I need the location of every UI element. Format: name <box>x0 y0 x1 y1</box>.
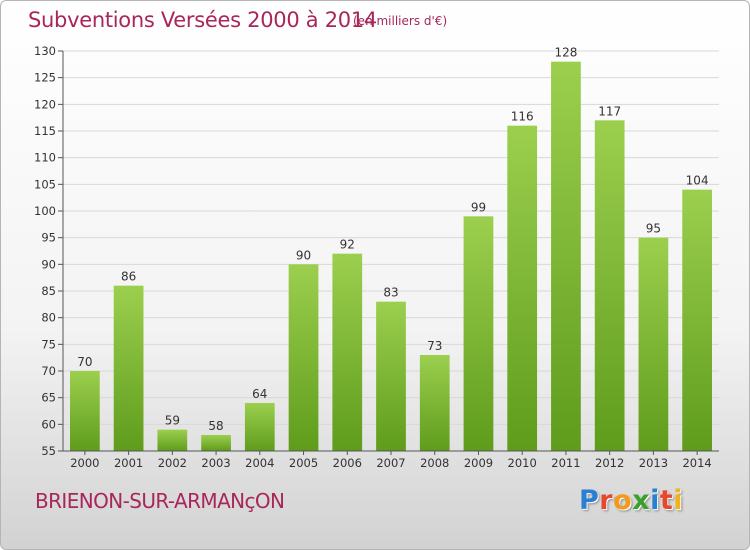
bars <box>69 61 713 452</box>
data-label-2013: 95 <box>646 222 661 236</box>
data-label-2009: 99 <box>471 200 486 214</box>
x-tick-label-2005: 2005 <box>289 456 318 470</box>
y-tick-label: 95 <box>41 231 56 245</box>
logo-letter: o <box>613 485 633 516</box>
x-tick-label-2001: 2001 <box>114 456 143 470</box>
logo-letter: t <box>659 485 674 516</box>
data-label-2003: 58 <box>208 419 223 433</box>
data-label-2008: 73 <box>427 339 442 353</box>
proxiti-logo: Proxiti <box>579 485 683 516</box>
x-tick-label-2009: 2009 <box>464 456 493 470</box>
chart-subtitle: (en milliers d'€) <box>353 14 448 28</box>
data-label-2002: 59 <box>165 414 180 428</box>
x-tick-label-2013: 2013 <box>639 456 668 470</box>
y-tick-label: 125 <box>34 71 56 85</box>
data-label-2011: 128 <box>554 46 577 60</box>
data-label-2014: 104 <box>686 174 709 188</box>
commune-name: BRIENON-SUR-ARMANçON <box>35 489 285 513</box>
bar-2008 <box>419 355 450 451</box>
data-label-2000: 70 <box>77 355 92 369</box>
bar-2000 <box>69 371 100 451</box>
x-tick-label-2014: 2014 <box>682 456 711 470</box>
bar-2003 <box>201 435 231 451</box>
data-label-2005: 90 <box>296 248 311 262</box>
x-tick-label-2008: 2008 <box>420 456 449 470</box>
y-tick-label: 90 <box>41 257 56 271</box>
y-tick-label: 110 <box>34 151 56 165</box>
data-label-2007: 83 <box>383 286 398 300</box>
y-tick-label: 120 <box>34 97 56 111</box>
data-label-2001: 86 <box>121 270 136 284</box>
y-tick-label: 85 <box>41 284 56 298</box>
bar-2014 <box>682 189 713 451</box>
bar-2011 <box>551 61 581 452</box>
data-label-2012: 117 <box>598 104 621 118</box>
y-tick-label: 80 <box>41 311 56 325</box>
x-tick-label-2010: 2010 <box>508 456 537 470</box>
y-tick-label: 105 <box>34 177 56 191</box>
x-tick-label-2007: 2007 <box>376 456 405 470</box>
axes <box>58 50 719 455</box>
bar-2001 <box>113 285 144 451</box>
y-tick-label: 115 <box>34 124 56 138</box>
logo-letter: i <box>650 485 660 516</box>
bar-2002 <box>157 429 188 451</box>
logo-letter: P <box>579 485 600 516</box>
data-label-2006: 92 <box>340 238 355 252</box>
logo-letter: r <box>599 485 614 516</box>
x-tick-label-2006: 2006 <box>333 456 362 470</box>
y-tick-label: 65 <box>41 391 56 405</box>
x-tick-label-2000: 2000 <box>70 456 99 470</box>
logo-letter: i <box>673 485 684 516</box>
bar-2012 <box>594 120 625 451</box>
data-label-2010: 116 <box>511 110 534 124</box>
bar-2009 <box>463 216 494 451</box>
chart-title: Subventions Versées 2000 à 2014 <box>28 8 377 32</box>
bar-2006 <box>332 253 363 451</box>
y-tick-label: 100 <box>34 204 56 218</box>
y-tick-label: 130 <box>34 44 56 58</box>
x-tick-label-2002: 2002 <box>158 456 187 470</box>
x-tick-label-2003: 2003 <box>201 456 230 470</box>
bar-2010 <box>507 125 538 452</box>
bar-2007 <box>376 301 406 451</box>
y-tick-label: 55 <box>41 444 56 458</box>
x-tick-label-2011: 2011 <box>551 456 580 470</box>
bar-2005 <box>288 264 319 451</box>
y-tick-label: 75 <box>41 337 56 351</box>
bar-2004 <box>244 403 275 451</box>
y-tick-label: 60 <box>41 417 56 431</box>
logo-letter: x <box>632 485 651 516</box>
data-label-2004: 64 <box>252 387 267 401</box>
x-tick-label-2012: 2012 <box>595 456 624 470</box>
labels: 55 60 65 70 75 80 85 90 95 100 105 110 115 120 125 130 7… <box>34 44 712 470</box>
bar-2013 <box>638 237 669 451</box>
x-tick-label-2004: 2004 <box>245 456 274 470</box>
y-tick-label: 70 <box>41 364 56 378</box>
